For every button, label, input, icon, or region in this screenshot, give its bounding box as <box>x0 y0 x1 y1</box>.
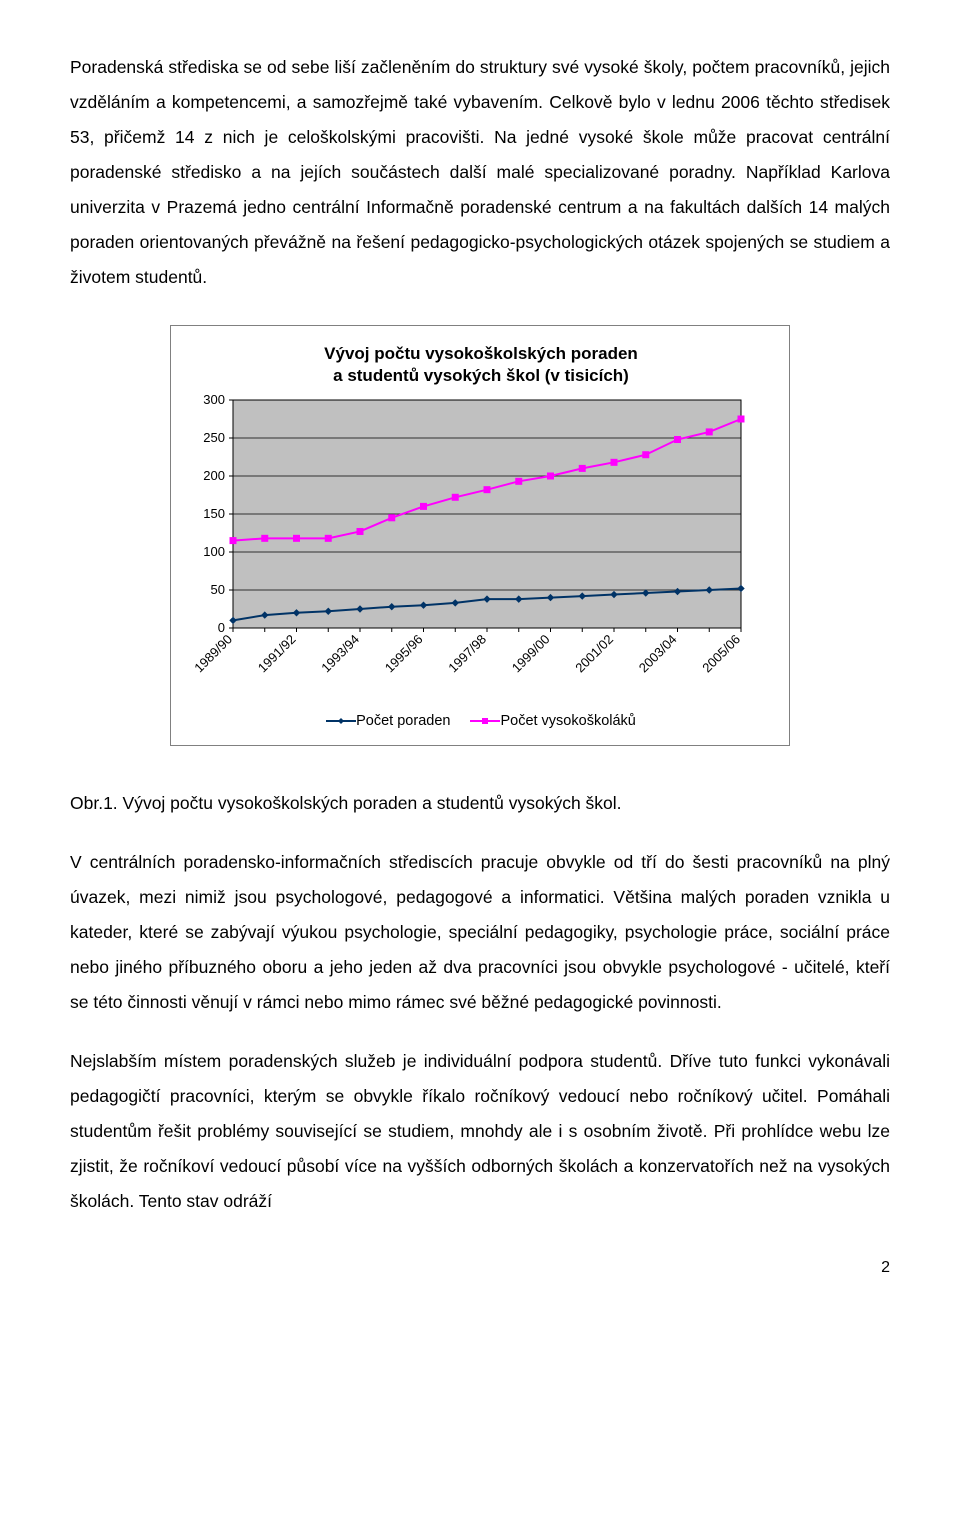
legend-label: Počet poraden <box>356 713 450 729</box>
chart-container: Vývoj počtu vysokoškolských poraden a st… <box>170 325 790 746</box>
paragraph-2: V centrálních poradensko-informačních st… <box>70 845 890 1020</box>
chart-plot: 0501001502002503001989/901991/921993/941… <box>193 388 769 703</box>
page-root: Poradenská střediska se od sebe liší zač… <box>0 0 960 1317</box>
legend-item: Počet poraden <box>326 713 450 729</box>
svg-text:1995/96: 1995/96 <box>382 632 426 676</box>
svg-text:2005/06: 2005/06 <box>699 632 743 676</box>
paragraph-1: Poradenská střediska se od sebe liší zač… <box>70 50 890 295</box>
svg-text:1993/94: 1993/94 <box>318 632 362 676</box>
svg-text:2001/02: 2001/02 <box>572 632 616 676</box>
svg-text:100: 100 <box>203 544 225 559</box>
paragraph-3: Nejslabším místem poradenských služeb je… <box>70 1044 890 1219</box>
chart-legend: Počet poraden Počet vysokoškoláků <box>193 713 769 731</box>
legend-label: Počet vysokoškoláků <box>500 713 635 729</box>
svg-text:150: 150 <box>203 506 225 521</box>
svg-text:1991/92: 1991/92 <box>255 632 299 676</box>
figure-caption: Obr.1. Vývoj počtu vysokoškolských porad… <box>70 786 890 821</box>
chart-title-line-2: a studentů vysokých škol (v tisicích) <box>193 366 769 386</box>
svg-text:1989/90: 1989/90 <box>193 632 235 676</box>
page-number: 2 <box>70 1259 890 1277</box>
svg-text:2003/04: 2003/04 <box>636 632 680 676</box>
legend-item: Počet vysokoškoláků <box>470 713 635 729</box>
svg-text:200: 200 <box>203 468 225 483</box>
svg-text:50: 50 <box>211 582 225 597</box>
svg-text:1997/98: 1997/98 <box>445 632 489 676</box>
svg-text:250: 250 <box>203 430 225 445</box>
svg-text:1999/00: 1999/00 <box>509 632 553 676</box>
chart-box: Vývoj počtu vysokoškolských poraden a st… <box>170 325 790 746</box>
svg-text:300: 300 <box>203 392 225 407</box>
chart-title-line-1: Vývoj počtu vysokoškolských poraden <box>193 344 769 364</box>
